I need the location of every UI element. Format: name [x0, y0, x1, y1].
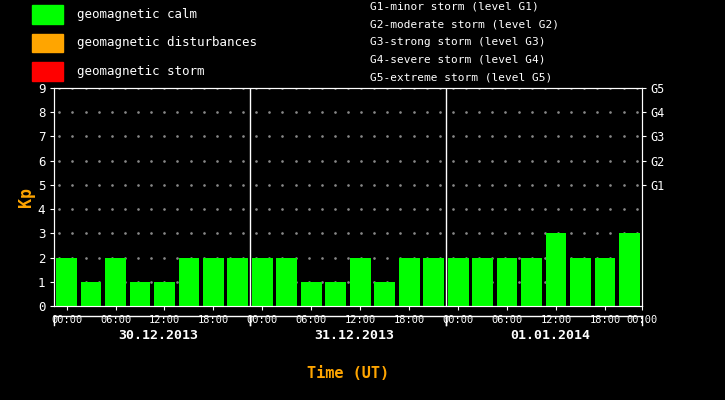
Bar	[497, 258, 518, 306]
Bar	[521, 258, 542, 306]
Bar	[154, 282, 175, 306]
Bar	[130, 282, 150, 306]
Bar	[399, 258, 420, 306]
Bar	[301, 282, 322, 306]
Text: geomagnetic storm: geomagnetic storm	[77, 65, 204, 78]
Bar	[326, 282, 346, 306]
Bar	[80, 282, 102, 306]
Bar	[619, 233, 639, 306]
Text: G5-extreme storm (level G5): G5-extreme storm (level G5)	[370, 72, 552, 82]
Text: geomagnetic disturbances: geomagnetic disturbances	[77, 36, 257, 49]
Y-axis label: Kp: Kp	[17, 187, 35, 207]
Bar	[32, 5, 63, 24]
Text: geomagnetic calm: geomagnetic calm	[77, 8, 197, 21]
Text: G3-strong storm (level G3): G3-strong storm (level G3)	[370, 37, 545, 47]
Bar	[105, 258, 126, 306]
Bar	[276, 258, 297, 306]
Text: 31.12.2013: 31.12.2013	[314, 329, 394, 342]
Bar	[448, 258, 468, 306]
Text: 01.01.2014: 01.01.2014	[510, 329, 590, 342]
Bar	[472, 258, 493, 306]
Text: G1-minor storm (level G1): G1-minor storm (level G1)	[370, 2, 539, 12]
Bar	[32, 34, 63, 52]
Bar	[57, 258, 77, 306]
Bar	[546, 233, 566, 306]
Bar	[32, 62, 63, 81]
Bar	[252, 258, 273, 306]
Bar	[203, 258, 224, 306]
Bar	[594, 258, 616, 306]
Text: G2-moderate storm (level G2): G2-moderate storm (level G2)	[370, 19, 559, 29]
Text: Time (UT): Time (UT)	[307, 366, 389, 382]
Bar	[570, 258, 591, 306]
Text: 30.12.2013: 30.12.2013	[118, 329, 199, 342]
Bar	[178, 258, 199, 306]
Bar	[228, 258, 248, 306]
Bar	[350, 258, 370, 306]
Bar	[374, 282, 395, 306]
Bar	[423, 258, 444, 306]
Text: G4-severe storm (level G4): G4-severe storm (level G4)	[370, 55, 545, 65]
